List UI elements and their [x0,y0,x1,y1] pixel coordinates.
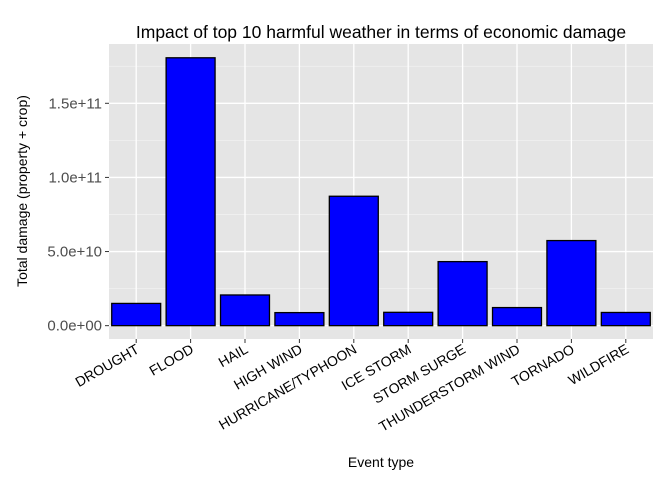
y-axis: 0.0e+00 5.0e+10 1.0e+11 1.5e+11 [47,95,109,335]
y-tick-label: 0.0e+00 [47,318,102,335]
y-tick-label: 1.5e+11 [48,95,102,112]
bar [328,195,379,327]
bar [111,302,162,327]
bar [165,57,216,327]
bar [491,306,543,327]
bar [274,311,325,327]
x-tick-label: DROUGHT [72,341,142,390]
x-axis-title: Event type [348,454,414,470]
y-tick-label: 1.0e+11 [48,169,102,186]
bar [219,294,271,327]
chart-title: Impact of top 10 harmful weather in term… [136,22,626,42]
bar [437,260,488,327]
bar [546,239,597,327]
bars [111,57,651,327]
y-tick-label: 5.0e+10 [47,244,102,261]
x-tick-label: HAIL [216,341,251,371]
y-axis-title: Total damage (property + crop) [14,95,30,287]
bar [600,311,651,327]
x-tick-label: TORNADO [508,341,576,390]
bar [383,311,434,327]
x-tick-label: FLOOD [146,341,196,379]
x-tick-label: WILDFIRE [565,341,631,388]
